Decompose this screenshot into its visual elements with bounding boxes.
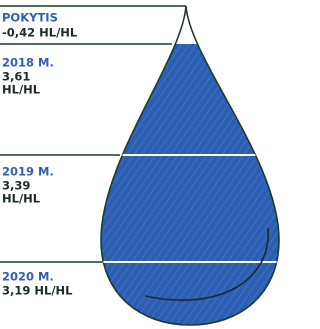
change-value: -0,42 HL/HL	[2, 26, 78, 40]
drop-fill	[95, 44, 283, 329]
level-value: HL/HL	[2, 83, 41, 97]
level-value: 3,19 HL/HL	[2, 284, 73, 298]
level-year: 2018 M.	[2, 56, 54, 70]
drop	[95, 6, 283, 329]
level-value: 3,61	[2, 70, 30, 84]
level-value: HL/HL	[2, 192, 41, 206]
level-year: 2019 M.	[2, 165, 54, 179]
infographic: POKYTIS -0,42 HL/HL 2018 M.3,61HL/HL2019…	[0, 0, 283, 329]
change-title: POKYTIS	[2, 11, 58, 25]
level-year: 2020 M.	[2, 270, 54, 284]
level-value: 3,39	[2, 179, 30, 193]
